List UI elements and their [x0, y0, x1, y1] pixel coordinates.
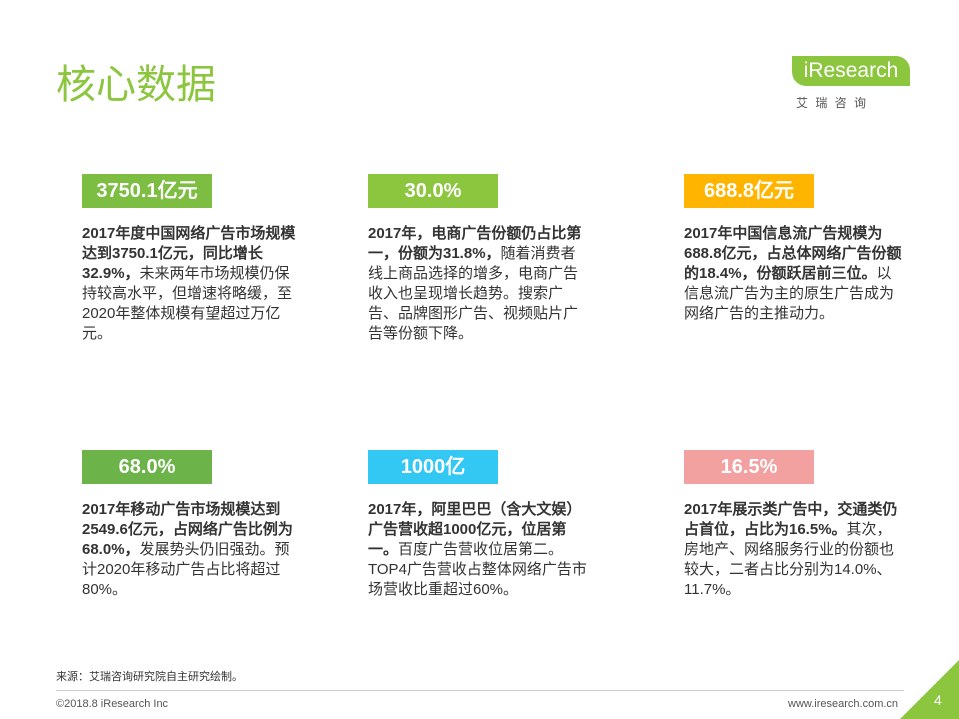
- card-text: 2017年，电商广告份额仍占比第一，份额为31.8%，随着消费者线上商品选择的增…: [368, 224, 590, 344]
- card-body: 其次，房地产、网络服务行业的份额也较大，二者占比分别为14.0%、11.7%。: [684, 521, 895, 598]
- logo: iResearch: [792, 56, 910, 86]
- badge: 688.8亿元: [684, 174, 814, 208]
- badge: 1000亿: [368, 450, 498, 484]
- card-bold: 2017年中国信息流广告规模为688.8亿元，占总体网络广告份额的18.4%，份…: [684, 225, 902, 282]
- divider: [56, 690, 904, 691]
- card-body: 发展势头仍旧强劲。预计2020年移动广告占比将超过80%。: [82, 541, 290, 598]
- source: 来源：艾瑞咨询研究院自主研究绘制。: [56, 671, 243, 683]
- card-body: 随着消费者线上商品选择的增多，电商广告收入也呈现增长趋势。搜索广告、品牌图形广告…: [368, 245, 579, 342]
- card-bold: 2017年，阿里巴巴（含大文娱）广告营收超1000亿元，位居第一。: [368, 501, 582, 558]
- card-text: 2017年移动广告市场规模达到2549.6亿元，占网络广告比例为68.0%，发展…: [82, 500, 304, 600]
- card-text: 2017年展示类广告中，交通类仍占首位，占比为16.5%。其次，房地产、网络服务…: [684, 500, 906, 600]
- badge: 68.0%: [82, 450, 212, 484]
- corner: [900, 660, 959, 719]
- card-bold: 2017年展示类广告中，交通类仍占首位，占比为16.5%。: [684, 501, 898, 538]
- page-number: 4: [934, 692, 942, 708]
- card-bold: 2017年，电商广告份额仍占比第一，份额为31.8%，: [368, 225, 582, 262]
- card-text: 2017年，阿里巴巴（含大文娱）广告营收超1000亿元，位居第一。百度广告营收位…: [368, 500, 590, 600]
- copyright: ©2018.8 iResearch Inc: [56, 698, 169, 710]
- card-body: 以信息流广告为主的原生广告成为网络广告的主推动力。: [684, 265, 895, 322]
- url: www.iresearch.com.cn: [788, 698, 899, 710]
- card-bold: 2017年度中国网络广告市场规模达到3750.1亿元，同比增长32.9%，: [82, 225, 296, 282]
- badge: 3750.1亿元: [82, 174, 212, 208]
- badge: 30.0%: [368, 174, 498, 208]
- card-text: 2017年中国信息流广告规模为688.8亿元，占总体网络广告份额的18.4%，份…: [684, 224, 906, 324]
- logo-sub: 艾 瑞 咨 询: [796, 96, 869, 110]
- badge: 16.5%: [684, 450, 814, 484]
- card-body: 百度广告营收位居第二。TOP4广告营收占整体网络广告市场营收比重超过60%。: [368, 541, 587, 598]
- title: 核心数据: [56, 63, 216, 107]
- card-bold: 2017年移动广告市场规模达到2549.6亿元，占网络广告比例为68.0%，: [82, 501, 293, 558]
- card-text: 2017年度中国网络广告市场规模达到3750.1亿元，同比增长32.9%，未来两…: [82, 224, 304, 344]
- card-body: 未来两年市场规模仍保持较高水平，但增速将略缓，至2020年整体规模有望超过万亿元…: [82, 265, 293, 342]
